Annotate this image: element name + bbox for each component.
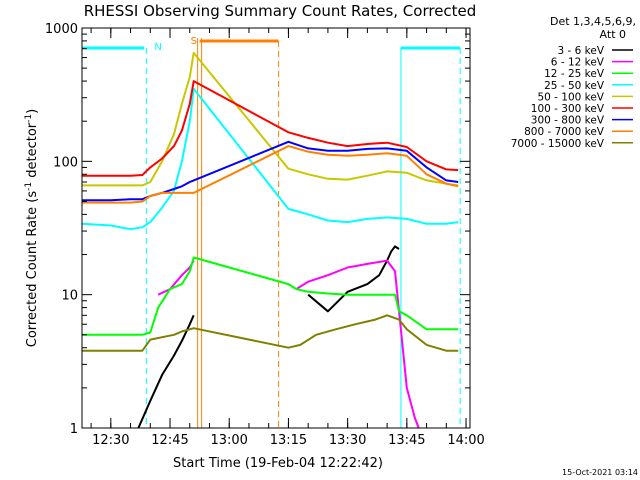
x-axis: 12:30 12:45 13:00 13:15 13:30 13:45 14:00 [90, 28, 485, 448]
x-tick-label: 13:45 [388, 433, 425, 448]
x-tick-label: 12:30 [92, 433, 129, 448]
series-line [82, 80, 459, 177]
plot-area: NS [81, 36, 461, 429]
x-tick-label: 13:15 [270, 433, 307, 448]
y-axis: 1 10 100 1000 [45, 22, 470, 437]
series-line [81, 87, 459, 231]
timestamp: 15-Oct-2021 03:14 [562, 468, 638, 477]
series-line [82, 314, 459, 352]
series-line [137, 245, 400, 429]
legend-label: 100 - 300 keV [531, 103, 605, 115]
x-tick-label: 12:45 [151, 433, 188, 448]
legend-label: 25 - 50 keV [544, 80, 605, 92]
y-tick-label: 100 [53, 155, 78, 170]
legend-header-line-1: Det 1,3,4,5,6,9, [550, 15, 636, 28]
legend-header-line-2: Att 0 [600, 28, 626, 41]
night-marker-label: N [154, 42, 161, 53]
legend-label: 7000 - 15000 keV [511, 138, 605, 150]
series-line [82, 140, 459, 202]
series-line [82, 256, 459, 336]
x-tick-label: 14:00 [447, 433, 484, 448]
legend-label: 12 - 25 keV [544, 68, 605, 80]
chart-title: RHESSI Observing Summary Count Rates, Co… [84, 2, 477, 20]
legend-label: 800 - 7000 keV [524, 126, 605, 138]
saa-marker-label: S [191, 36, 197, 47]
legend-label: 6 - 12 keV [551, 57, 605, 69]
series-line [82, 145, 459, 204]
y-tick-label: 1000 [45, 22, 78, 37]
legend-label: 3 - 6 keV [557, 45, 604, 57]
y-tick-label: 1 [70, 422, 78, 437]
series-line [82, 51, 459, 187]
legend-label: 300 - 800 keV [531, 115, 605, 127]
y-axis-label: Corrected Count Rate (s-1 detector-1) [24, 109, 40, 347]
x-axis-label: Start Time (19-Feb-04 12:22:42) [173, 456, 383, 471]
plot-frame [81, 27, 471, 429]
y-tick-label: 10 [61, 289, 78, 304]
legend-label: 50 - 100 keV [537, 91, 604, 103]
x-tick-label: 13:00 [210, 433, 247, 448]
x-tick-label: 13:30 [329, 433, 366, 448]
